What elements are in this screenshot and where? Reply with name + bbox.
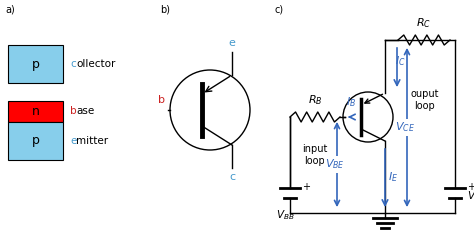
- Text: c: c: [70, 59, 76, 69]
- Text: ouput
loop: ouput loop: [411, 89, 439, 111]
- Text: input
loop: input loop: [302, 144, 328, 166]
- Text: b: b: [158, 95, 165, 105]
- Text: $V_{CC}$: $V_{CC}$: [467, 189, 474, 203]
- Text: $I_B$: $I_B$: [346, 95, 356, 109]
- Bar: [8, 45, 63, 83]
- Text: a): a): [5, 5, 15, 15]
- Text: $R_C$: $R_C$: [417, 16, 431, 30]
- Text: c: c: [229, 172, 235, 182]
- Text: $I_C$: $I_C$: [395, 54, 406, 68]
- Text: $V_{CE}$: $V_{CE}$: [395, 121, 415, 134]
- Text: $V_{BB}$: $V_{BB}$: [276, 208, 294, 222]
- Text: b): b): [160, 5, 170, 15]
- Text: c): c): [275, 5, 284, 15]
- Text: +: +: [302, 182, 310, 192]
- Text: $I_E$: $I_E$: [388, 170, 398, 184]
- Text: ase: ase: [76, 106, 94, 116]
- Text: e: e: [228, 38, 236, 48]
- Text: e: e: [70, 136, 76, 146]
- Bar: [8, 122, 63, 160]
- Text: +: +: [467, 182, 474, 192]
- Text: b: b: [70, 106, 77, 116]
- Text: ollector: ollector: [76, 59, 115, 69]
- Text: $V_{BE}$: $V_{BE}$: [325, 158, 345, 171]
- Text: $R_B$: $R_B$: [308, 93, 322, 107]
- Text: p: p: [32, 134, 39, 147]
- Text: mitter: mitter: [76, 136, 108, 146]
- Bar: [8, 101, 63, 122]
- Text: n: n: [32, 105, 39, 118]
- Text: p: p: [32, 58, 39, 71]
